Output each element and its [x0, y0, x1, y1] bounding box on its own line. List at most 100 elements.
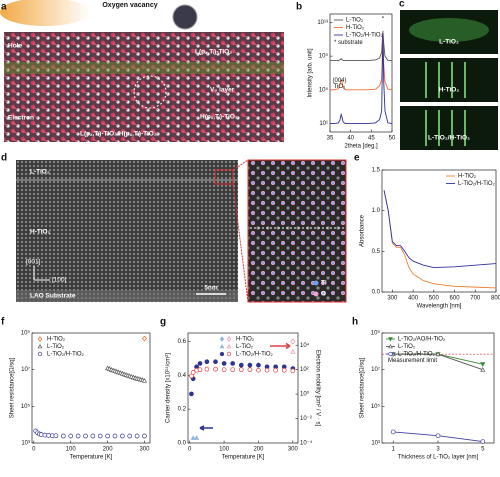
legend-label: H-TiO₂ [458, 174, 477, 180]
annotation: * substrate [334, 40, 363, 46]
d-label: 5nm [204, 285, 218, 292]
legend-label: L-TiO₂/H-TiO₂ [47, 352, 85, 358]
series-line [383, 190, 497, 269]
y-tick-label: 10⁹ [21, 330, 31, 337]
y2-tick-label: 10⁴ [300, 342, 310, 349]
series-line [383, 190, 497, 289]
marker [37, 343, 43, 349]
legend-label: H-TiO₂ [346, 25, 365, 31]
marker [75, 433, 81, 439]
x-tick-label: 300 [387, 296, 398, 302]
x-tick-label: 100 [219, 447, 230, 453]
marker [219, 336, 225, 342]
marker [53, 433, 59, 439]
y-tick-label: 10³ [371, 441, 380, 447]
vacancy-inset [172, 4, 198, 30]
y-tick-label: 10⁹ [371, 330, 381, 337]
substrate-band [16, 290, 238, 302]
legend-label: H-TiO₂ [47, 337, 66, 343]
x-tick-label: 500 [429, 296, 440, 302]
marker [97, 433, 103, 439]
marker [281, 367, 287, 373]
y-tick-label: 10¹ [319, 121, 328, 127]
y-tick-label: 10⁵ [371, 403, 381, 410]
marker [197, 367, 203, 373]
axis-arrow [270, 342, 291, 350]
plot-frame [329, 13, 393, 133]
legend-label: L-TiO₂ [398, 344, 416, 350]
c-label: L-TiO₂/H-TiO₂ [428, 135, 470, 142]
annotation: TiO₂ [334, 84, 346, 90]
marker [388, 351, 393, 357]
x-axis-label: Wavelength [nm] [417, 304, 462, 310]
y-tick-label: 10⁵ [319, 86, 329, 93]
marker [189, 391, 194, 397]
marker [388, 343, 393, 349]
y-tick-label: 1.5 [372, 168, 381, 174]
panel-label: h [352, 317, 358, 328]
marker [105, 433, 110, 439]
a-title: Oxygen vacancy [102, 2, 157, 9]
legend-ti [313, 280, 319, 286]
y2-tick-label: 10² [300, 367, 309, 373]
marker [290, 338, 296, 345]
marker [247, 367, 253, 373]
marker [290, 368, 296, 374]
marker [221, 361, 227, 366]
y-axis-label: Carrier density [x10¹⁴/cm²] [165, 353, 172, 423]
y-tick-label: 0.5 [372, 249, 381, 255]
marker [90, 433, 96, 439]
zoom-image [247, 159, 347, 303]
y-axis-label: Sheet resistance[Ω/sq] [10, 357, 16, 418]
marker [219, 343, 225, 349]
x-tick-label: 800 [491, 296, 500, 302]
y-tick-label: 1.0 [372, 208, 381, 214]
vacancy-layer [4, 62, 284, 74]
y-axis-label: Intensity [arb. unit] [308, 48, 314, 97]
legend-label: H-TiO₂ [236, 337, 255, 343]
panel-label: b [296, 2, 302, 13]
marker [230, 367, 236, 373]
marker [193, 435, 200, 440]
x-tick-label: 1 [392, 447, 396, 453]
c-label: L-TiO₂ [439, 39, 459, 46]
marker [213, 366, 218, 372]
panel-label: c [399, 0, 405, 10]
marker [38, 432, 44, 437]
marker [37, 336, 43, 342]
marker [273, 367, 279, 373]
legend-o [313, 291, 319, 297]
legend-label: L-TiO₂ [47, 344, 65, 350]
x-axis-label: Thickness of L-TiO₂ layer [nm] [398, 455, 479, 461]
marker [480, 439, 486, 444]
marker [226, 336, 232, 342]
x-axis-label: 2theta [deg.] [344, 144, 378, 150]
marker [435, 433, 441, 439]
x-axis-label: Temperature [K] [222, 455, 265, 461]
x-tick-label: 0 [32, 447, 36, 453]
y2-axis-label: Electron mobility [cm² / V · s] [314, 350, 320, 427]
marker [141, 377, 148, 383]
y2-tick-label: 10⁻² [300, 416, 312, 422]
y-tick-label: 10⁹ [319, 53, 329, 60]
legend-label: L-TiO₂/H-TiO₂ [346, 33, 384, 39]
marker [142, 433, 147, 439]
marker [213, 359, 218, 365]
marker [190, 370, 196, 375]
legend-label: L-TiO₂/H-TiO₂ [398, 352, 436, 358]
y-axis-label: Absorbance [360, 214, 366, 247]
annotation: (004) [332, 78, 346, 84]
panel-label: d [1, 153, 7, 164]
annotation: * [382, 17, 385, 23]
marker [189, 373, 194, 379]
panel-label: e [354, 153, 360, 164]
marker [388, 337, 393, 342]
x-tick-label: 200 [253, 447, 264, 453]
d-label: O [321, 291, 326, 298]
marker [134, 433, 140, 439]
marker [256, 367, 261, 373]
marker [264, 367, 270, 373]
x-tick-label: 100 [66, 447, 77, 453]
x-tick-label: 0 [188, 447, 192, 453]
x-tick-label: 3 [436, 447, 440, 453]
